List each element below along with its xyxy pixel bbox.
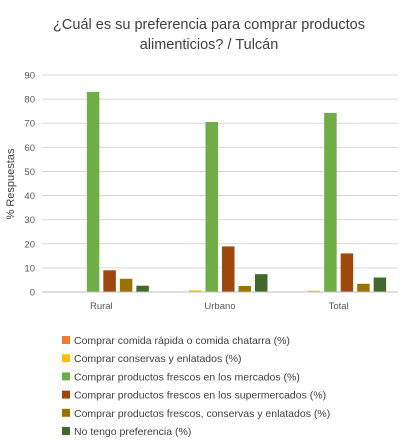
bars	[86, 91, 387, 293]
legend-label: Comprar productos frescos en los mercado…	[74, 371, 300, 383]
x-tick-label: Total	[329, 301, 349, 312]
x-axis-ticks: Rural Urbano Total	[90, 301, 349, 312]
bar	[86, 91, 100, 292]
bar	[222, 246, 235, 292]
y-tick-label: 60	[24, 143, 35, 154]
y-tick-label: 40	[24, 191, 35, 202]
y-tick-label: 80	[24, 95, 35, 106]
bar	[324, 112, 337, 292]
legend-swatch	[62, 408, 70, 417]
y-tick-label: 90	[24, 71, 35, 82]
legend-label: Comprar conservas y enlatados (%)	[74, 353, 241, 365]
bar	[373, 277, 387, 292]
bar	[340, 253, 354, 292]
y-tick-label: 30	[24, 215, 35, 226]
legend-swatch	[62, 427, 70, 435]
bar	[103, 270, 116, 292]
legend-label: Comprar productos frescos, conservas y e…	[74, 408, 330, 420]
y-tick-label: 10	[24, 263, 35, 274]
bar	[189, 290, 202, 292]
legend-label: Comprar productos frescos en los superme…	[74, 390, 326, 402]
bar	[307, 290, 321, 292]
legend-swatch	[62, 390, 70, 399]
legend-swatch	[62, 336, 70, 344]
bar	[255, 274, 268, 292]
y-axis-label: % Respuestas	[5, 148, 17, 219]
chart-title: ¿Cuál es su preferencia para comprar pro…	[53, 17, 365, 53]
x-tick-label: Rural	[90, 301, 113, 312]
bar	[119, 278, 133, 292]
legend-label: No tengo preferencia (%)	[74, 426, 191, 438]
bar	[205, 122, 218, 293]
bar	[357, 283, 370, 292]
y-tick-label: 70	[24, 119, 35, 130]
y-axis-ticks: 0 10 20 30 40 50 60 70 80 90	[24, 71, 35, 299]
bar	[238, 285, 251, 292]
y-tick-label: 0	[30, 288, 35, 299]
y-tick-label: 50	[24, 167, 35, 178]
y-tick-label: 20	[24, 239, 35, 250]
chart-title-line-2: alimenticios? / Tulcán	[140, 37, 279, 53]
legend-swatch	[62, 372, 70, 381]
legend-label: Comprar comida rápida o comida chatarra …	[74, 335, 290, 347]
legend: Comprar comida rápida o comida chatarra …	[62, 335, 330, 438]
legend-swatch	[62, 354, 70, 363]
x-tick-label: Urbano	[204, 301, 235, 312]
chart-title-line-1: ¿Cuál es su preferencia para comprar pro…	[53, 17, 365, 33]
gridlines	[42, 74, 398, 269]
bar	[136, 285, 149, 292]
